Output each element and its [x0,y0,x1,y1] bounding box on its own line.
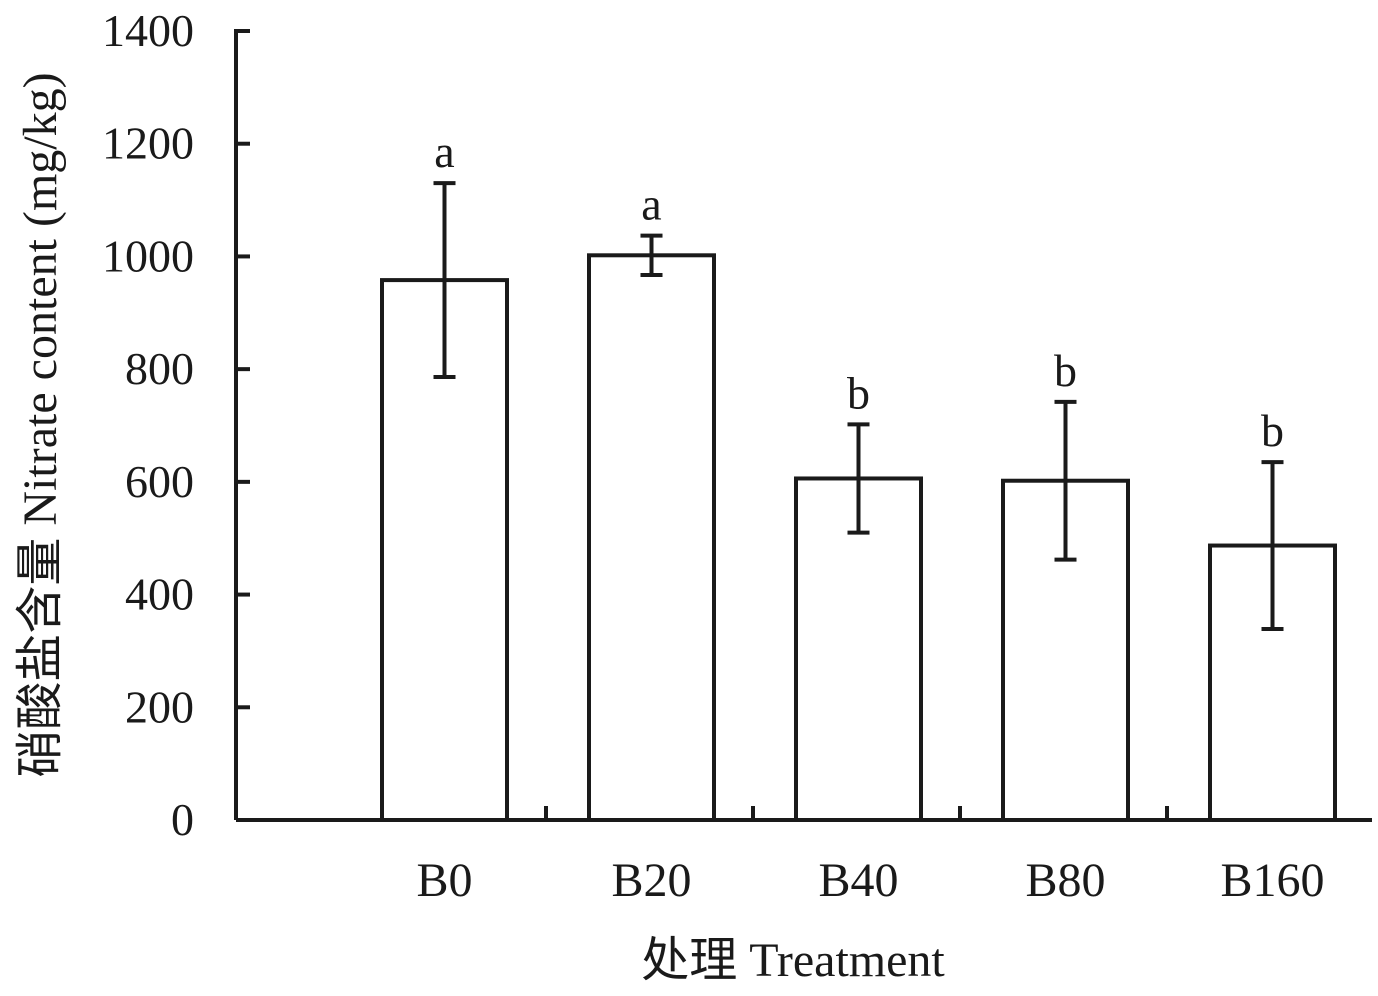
significance-label: b [1054,345,1077,396]
significance-labels: a a b b b [434,126,1284,456]
bar-b20 [587,253,716,822]
significance-label: b [847,367,870,418]
y-tick-label: 600 [125,456,194,507]
error-bars [433,181,1284,631]
x-axis-title: 处理 Treatment [641,934,945,987]
x-tick-label: B0 [416,854,472,907]
y-tick-label: 200 [125,681,194,732]
x-axis: B0 B20 B40 B80 B160 [236,806,1372,907]
significance-label: a [434,126,454,177]
y-tick-label: 800 [125,343,194,394]
x-tick-label: B160 [1220,854,1324,907]
bar-b40 [794,476,923,822]
x-tick-label: B40 [818,854,898,907]
y-tick-label: 1400 [102,5,194,56]
significance-label: a [641,179,661,230]
x-tick-label: B20 [611,854,691,907]
bar-series [380,253,1337,822]
y-tick-label: 1000 [102,230,194,281]
y-tick-label: 400 [125,569,194,620]
y-tick-label: 0 [171,794,194,845]
y-tick-label: 1200 [102,118,194,169]
x-tick-label: B80 [1025,854,1105,907]
y-axis: 0 200 400 600 800 1000 1200 1400 [102,5,250,845]
y-axis-title: 硝酸盐含量 Nitrate content (mg/kg) [14,72,67,777]
significance-label: b [1261,405,1284,456]
